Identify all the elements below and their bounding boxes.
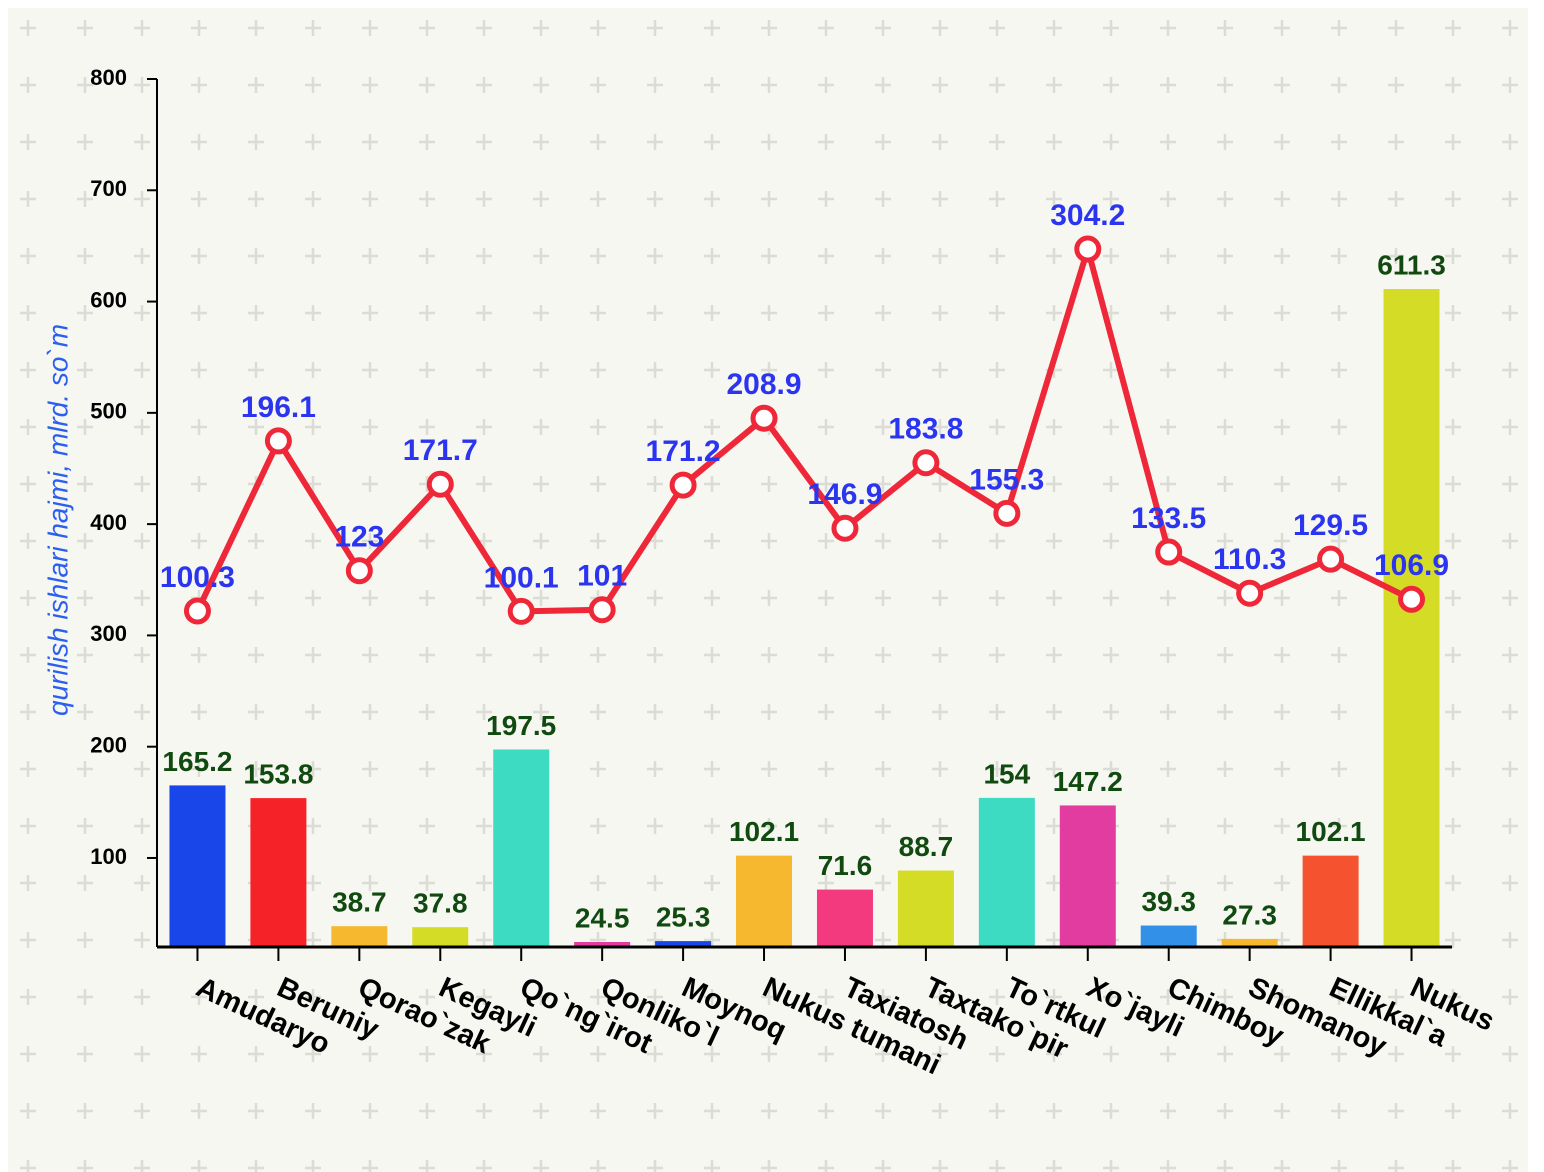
- line-marker: [750, 404, 778, 432]
- bar-label: 102.1: [729, 816, 799, 847]
- bar: [493, 749, 550, 947]
- line-label: 196.1: [241, 391, 316, 424]
- bar: [412, 927, 469, 947]
- line-label: 171.2: [646, 435, 721, 468]
- line-label: 146.9: [807, 478, 882, 511]
- bar: [1221, 938, 1278, 947]
- bar-label: 37.8: [413, 888, 468, 919]
- line-marker: [588, 596, 616, 624]
- bar: [574, 941, 631, 947]
- bar-label: 39.3: [1141, 886, 1196, 917]
- line-marker: [426, 470, 454, 498]
- bar-label: 153.8: [243, 758, 313, 789]
- bar: [1059, 805, 1116, 947]
- line: [194, 238, 1413, 615]
- line-label: 171.7: [403, 434, 478, 467]
- line-label: 100.1: [484, 561, 559, 594]
- y-tick-label: 800: [90, 65, 127, 90]
- y-tick-label: 200: [90, 733, 127, 758]
- line-marker: [507, 597, 535, 625]
- line-label: 155.3: [969, 463, 1044, 496]
- line-marker: [183, 597, 211, 625]
- bar-label: 71.6: [818, 850, 873, 881]
- line-marker: [1155, 538, 1183, 566]
- bar-label: 27.3: [1222, 899, 1277, 930]
- line-label: 123: [334, 521, 384, 554]
- bar-label: 611.3: [1377, 249, 1446, 280]
- line-marker: [669, 471, 697, 499]
- line-marker: [1317, 545, 1345, 573]
- line-marker: [345, 557, 373, 585]
- line-label: 106.9: [1374, 549, 1449, 582]
- bar-label: 165.2: [162, 746, 232, 777]
- bar-label: 88.7: [899, 831, 954, 862]
- y-tick-label: 700: [90, 176, 127, 201]
- bar: [897, 870, 954, 947]
- bar: [978, 797, 1035, 947]
- bar: [1302, 855, 1359, 947]
- line-marker: [993, 499, 1021, 527]
- bar-label: 197.5: [486, 710, 556, 741]
- line-marker: [831, 514, 859, 542]
- bar-label: 25.3: [656, 901, 711, 932]
- line-label: 208.9: [726, 368, 801, 401]
- y-tick-label: 300: [90, 621, 127, 646]
- line-label: 133.5: [1131, 502, 1206, 535]
- bar: [331, 926, 388, 947]
- line-label: 110.3: [1213, 543, 1286, 576]
- line-label: 129.5: [1293, 509, 1368, 542]
- bar-label: 154: [983, 758, 1030, 789]
- bar-label: 102.1: [1296, 816, 1366, 847]
- y-tick-label: 600: [90, 287, 127, 312]
- line-marker: [1074, 235, 1102, 263]
- bar-label: 147.2: [1053, 766, 1123, 797]
- bar: [1383, 288, 1440, 947]
- bar-label: 24.5: [575, 902, 630, 933]
- line-marker: [264, 427, 292, 455]
- y-tick-label: 500: [90, 399, 127, 424]
- line-label: 101: [577, 560, 627, 593]
- bar: [736, 855, 793, 947]
- y-tick-label: 100: [90, 844, 127, 869]
- bar: [1140, 925, 1197, 947]
- line-marker: [1398, 585, 1426, 613]
- bar: [250, 798, 307, 947]
- line-label: 183.8: [888, 413, 963, 446]
- y-axis-label: qurilish ishlari hajmi, mlrd. so`m: [42, 324, 73, 716]
- bar-label: 38.7: [332, 887, 387, 918]
- background-pattern: [8, 8, 1528, 1172]
- y-tick-label: 400: [90, 510, 127, 535]
- line-marker: [912, 449, 940, 477]
- bar: [816, 889, 873, 947]
- line-label: 100.3: [160, 561, 235, 594]
- line-label: 304.2: [1050, 199, 1125, 232]
- bar: [655, 941, 712, 947]
- line-marker: [1236, 579, 1264, 607]
- bar: [169, 785, 226, 947]
